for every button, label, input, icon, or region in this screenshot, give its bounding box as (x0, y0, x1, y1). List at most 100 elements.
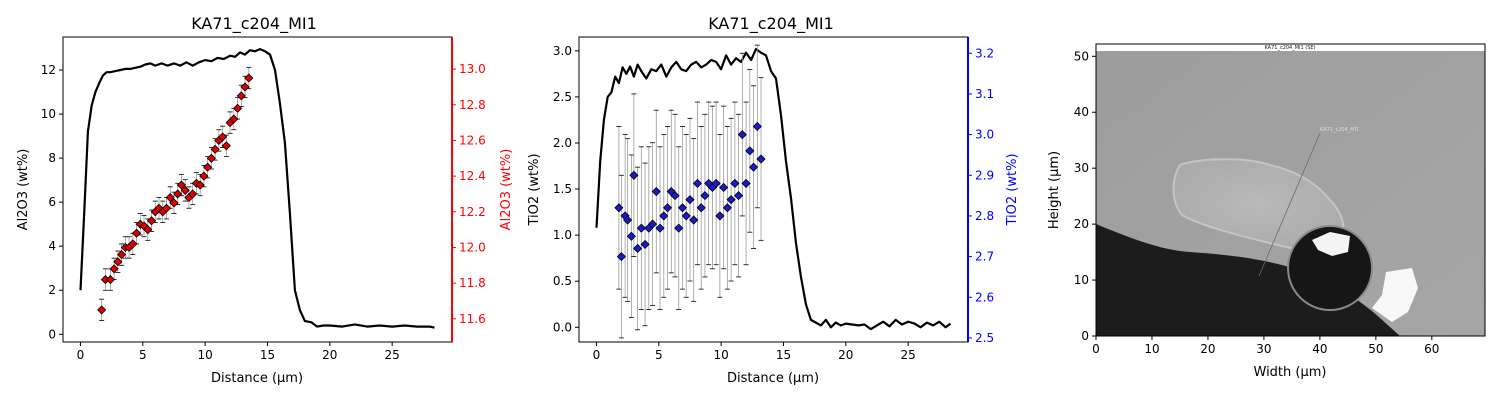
tio2-title: KA71_c204_MI1 (708, 14, 834, 34)
profile-label: KA71_c204_MI1 (1320, 127, 1359, 133)
tio2-data-point (696, 203, 706, 213)
sem-image-frame (1095, 43, 1486, 337)
al2o3-data-point (169, 198, 179, 208)
sem-image: KA71_c204_MI1 (SE) KA71_c204_MI1 (1096, 44, 1485, 336)
tio2-x-tick-label: 5 (655, 348, 663, 362)
sem-x-tick-label: 0 (1092, 342, 1100, 356)
al2o3-data-point (236, 91, 246, 101)
tio2-data-point (655, 223, 665, 233)
tio2-data-point (719, 182, 729, 193)
sem-x-tick-label: 20 (1200, 342, 1215, 356)
tio2-data-point (636, 223, 646, 233)
tio2-left-tick-label: 1.5 (553, 182, 572, 196)
sem-caption-bar (1096, 44, 1485, 51)
tio2-x-tick-label: 10 (713, 348, 728, 362)
al2o3-data-point (244, 73, 254, 83)
al2o3-left-tick-label: 10 (41, 107, 56, 121)
al2o3-left-tick-label: 4 (48, 239, 56, 253)
sem-y-tick-label: 40 (1074, 105, 1089, 119)
al2o3-right-tick-label: 13.0 (459, 62, 486, 76)
al2o3-left-tick-label: 6 (48, 195, 56, 209)
tio2-right-tick-label: 3.2 (975, 46, 994, 60)
al2o3-data-point (240, 82, 250, 92)
tio2-x-ticks: 0 5 10 15 20 25 (593, 342, 916, 362)
al2o3-x-tick-label: 0 (77, 348, 85, 362)
al2o3-data-point (143, 225, 153, 235)
al2o3-data-point (218, 132, 228, 142)
al2o3-left-tick-label: 12 (41, 63, 56, 77)
al2o3-data-point (210, 144, 220, 154)
tio2-data-point (616, 252, 626, 262)
tio2-data-point (629, 170, 639, 180)
tio2-data-point (626, 231, 636, 241)
al2o3-right-ticks: 11.6 11.8 12.0 12.2 12.4 12.6 12.8 13.0 (452, 62, 486, 326)
tio2-right-tick-label: 2.8 (975, 209, 994, 223)
tio2-right-ticks: 2.5 2.6 2.7 2.8 2.9 3.0 3.1 3.2 (968, 46, 994, 345)
tio2-data-point (700, 191, 710, 201)
al2o3-right-tick-label: 12.0 (459, 240, 486, 254)
tio2-left-tick-label: 2.0 (553, 136, 572, 150)
al2o3-data-point (180, 185, 190, 195)
tio2-data-point (623, 215, 633, 225)
sem-y-label: Height (µm) (1047, 151, 1062, 229)
al2o3-left-tick-label: 2 (48, 283, 56, 297)
al2o3-x-tick-label: 5 (139, 348, 147, 362)
tio2-data-point (633, 243, 643, 254)
tio2-data-point (752, 121, 762, 132)
dark-void (1287, 225, 1373, 311)
tio2-right-tick-label: 2.7 (975, 250, 994, 264)
tio2-right-tick-label: 3.1 (975, 87, 994, 101)
al2o3-data-point (117, 250, 127, 260)
tio2-left-y-label: TiO2 (wt%) (527, 153, 542, 226)
al2o3-data-point (221, 141, 231, 151)
al2o3-plot-area (79, 47, 435, 329)
tio2-data-point (722, 203, 732, 213)
al2o3-x-label: Distance (µm) (211, 371, 303, 386)
tio2-data-point (711, 178, 721, 188)
al2o3-right-tick-label: 12.4 (459, 169, 486, 183)
al2o3-data-point (199, 171, 209, 181)
al2o3-data-point (195, 180, 205, 190)
tio2-data-point (614, 203, 624, 213)
sem-y-tick-label: 50 (1074, 49, 1089, 63)
tio2-right-y-label: TiO2 (wt%) (1005, 153, 1020, 226)
tio2-left-tick-label: 0.0 (553, 320, 572, 334)
profile-line (1258, 132, 1321, 277)
al2o3-data-point (173, 189, 183, 199)
tio2-data-point (692, 178, 703, 188)
al2o3-data-point (131, 228, 142, 238)
al2o3-left-y-label: Al2O3 (wt%) (16, 149, 31, 231)
al2o3-data-point (128, 239, 138, 249)
sem-image-panel: KA71_c204_MI1 (SE) KA71_c204_MI1 0 10 20 30… (1047, 43, 1486, 380)
sem-x-tick-label: 30 (1256, 342, 1271, 356)
tio2-left-tick-label: 1.0 (553, 228, 572, 242)
al2o3-right-y-label: Al2O3 (wt%) (499, 149, 514, 231)
tio2-right-tick-label: 2.9 (975, 168, 994, 182)
tio2-data-point (670, 191, 680, 201)
tio2-data-point (734, 191, 744, 201)
sem-x-tick-label: 50 (1368, 342, 1383, 356)
al2o3-data-point (188, 189, 198, 199)
al2o3-x-ticks: 0 5 10 15 20 25 (77, 342, 400, 362)
al2o3-plot-frame (62, 36, 453, 343)
sem-y-tick-label: 10 (1074, 273, 1089, 287)
tio2-data-point (748, 162, 759, 172)
al2o3-left-tick-label: 8 (48, 151, 56, 165)
al2o3-data-point (203, 162, 213, 172)
tio2-data-point (640, 239, 650, 249)
al2o3-right-tick-label: 12.8 (459, 98, 486, 112)
al2o3-right-tick-label: 12.2 (459, 205, 486, 219)
tio2-data-point (730, 178, 740, 188)
tio2-left-tick-label: 0.5 (553, 274, 572, 288)
tio2-data-point (756, 154, 766, 164)
al2o3-right-tick-label: 11.8 (459, 276, 486, 290)
tio2-profile-line (595, 47, 952, 331)
al2o3-data-point (206, 153, 216, 163)
al2o3-data-point (161, 203, 172, 213)
al2o3-x-tick-label: 10 (197, 348, 212, 362)
sem-x-ticks: 0 10 20 30 40 50 60 (1092, 336, 1439, 356)
tio2-data-point (647, 219, 658, 229)
tio2-left-tick-label: 2.5 (553, 90, 572, 104)
